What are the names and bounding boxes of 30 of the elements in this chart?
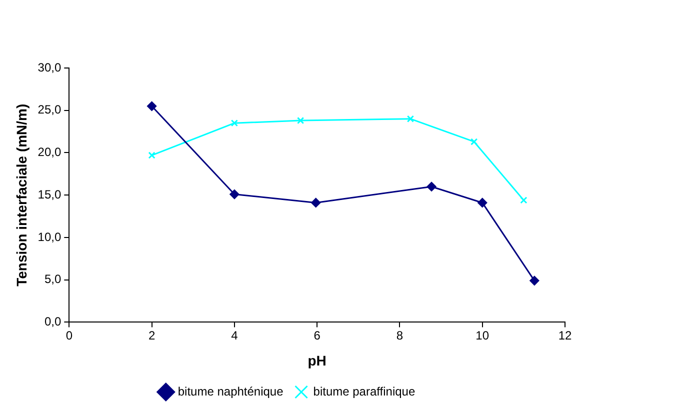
point — [520, 196, 528, 204]
y-axis-title: Tension interfaciale (mN/m) — [13, 104, 30, 286]
point — [478, 198, 488, 208]
y-tick-label: 15,0 — [38, 187, 62, 202]
y-tick-label: 30,0 — [38, 60, 62, 74]
x-tick-label: 2 — [148, 328, 156, 343]
point — [296, 116, 304, 124]
point — [530, 276, 540, 286]
point — [230, 120, 238, 127]
y-tick-label: 0,0 — [44, 314, 62, 329]
point — [311, 198, 321, 208]
point — [148, 152, 156, 159]
x-tick-label: 4 — [231, 328, 238, 343]
y-tick-label: 20,0 — [38, 145, 62, 160]
point — [230, 190, 240, 200]
point — [147, 101, 157, 111]
x-tick-label: 12 — [558, 328, 572, 343]
x-tick-label: 10 — [476, 328, 490, 343]
y-tick-label: 25,0 — [38, 102, 62, 117]
x-tick-label: 0 — [66, 328, 73, 343]
point — [426, 182, 436, 192]
legend-label: bitume paraffinique — [313, 384, 416, 398]
x-axis-title: pH — [308, 352, 326, 368]
x-tick-label: 8 — [396, 328, 404, 343]
y-tick-label: 5,0 — [44, 272, 62, 286]
legend-label: bitume naphténique — [178, 384, 284, 398]
point — [470, 138, 478, 146]
x-tick-label: 6 — [314, 328, 321, 343]
point — [406, 115, 414, 122]
y-tick-label: 10,0 — [38, 230, 62, 244]
